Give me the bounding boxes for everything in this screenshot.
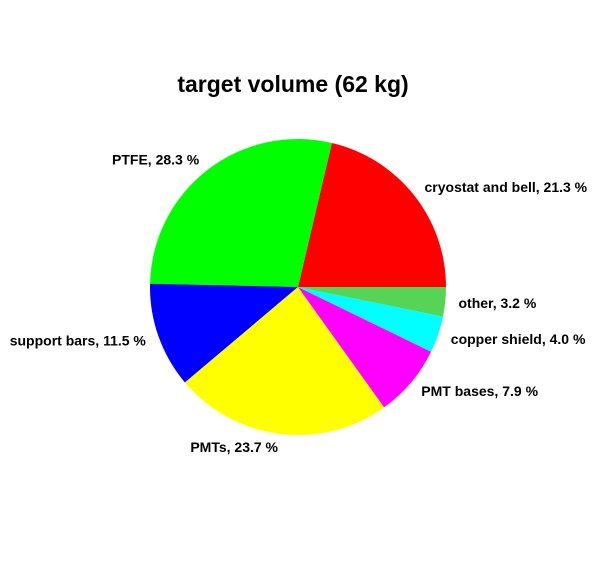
- slice-label-pmt-bases: PMT bases, 7.9 %: [421, 383, 538, 399]
- slice-label-copper-shield: copper shield, 4.0 %: [451, 331, 586, 347]
- pie-slice-other: [298, 287, 446, 317]
- pie-slice-pmt-bases: [298, 287, 432, 408]
- pie-slice-copper-shield: [298, 287, 444, 352]
- slice-labels: cryostat and bell, 21.3 % PTFE, 28.3 % sup…: [10, 151, 588, 455]
- slice-label-other: other, 3.2 %: [459, 295, 537, 311]
- pie-slice-pmts: [184, 287, 385, 435]
- pie-slice-ptfe: [150, 139, 332, 287]
- pie-slices: [150, 139, 446, 435]
- pie-slice-cryostat-and-bell: [298, 142, 446, 287]
- slice-label-pmts: PMTs, 23.7 %: [190, 439, 278, 455]
- chart-title: target volume (62 kg): [177, 71, 408, 97]
- slice-label-cryostat-and-bell: cryostat and bell, 21.3 %: [425, 179, 588, 195]
- slice-label-support-bars: support bars, 11.5 %: [10, 333, 147, 349]
- pie-slice-support-bars: [150, 283, 298, 383]
- slice-label-ptfe: PTFE, 28.3 %: [112, 151, 200, 167]
